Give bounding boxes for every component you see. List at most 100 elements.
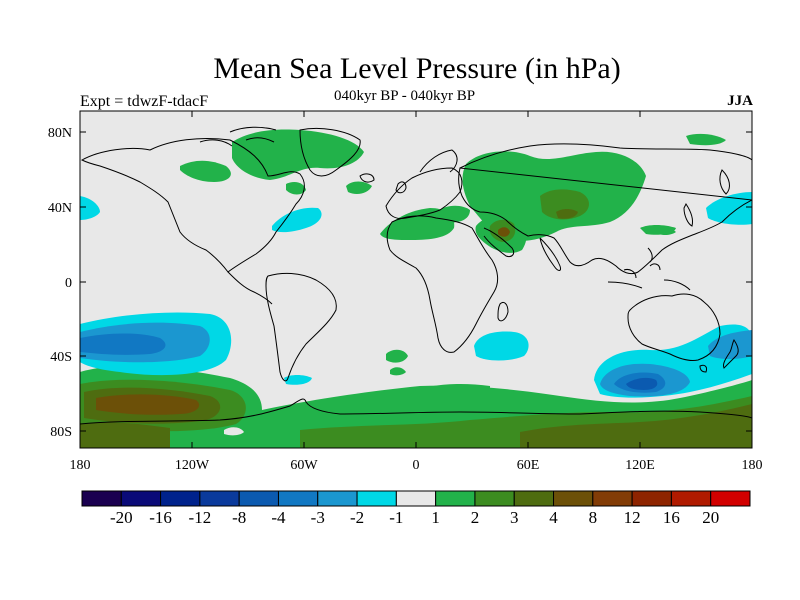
- colorbar-swatch: [592, 490, 633, 507]
- field-mid-atlantic-green-2: [390, 367, 406, 376]
- coast-arabia: [483, 227, 515, 257]
- coast-japan: [683, 203, 693, 227]
- coast-asia: [458, 143, 752, 275]
- colorbar-label: -3: [311, 508, 325, 527]
- colorbar-swatch: [670, 490, 712, 507]
- lat-ticks: [80, 131, 752, 432]
- colorbar-swatch: [553, 490, 594, 507]
- field-mid-atlantic-green: [386, 349, 408, 363]
- colorbar-swatch: [238, 490, 279, 507]
- lon-label: 120E: [625, 458, 655, 473]
- coast-antarctica: [80, 398, 752, 425]
- colorbar-swatch: [81, 490, 122, 507]
- field-hudson-green: [286, 182, 306, 195]
- coast-kamchatka: [719, 169, 730, 195]
- colorbar-swatch: [435, 490, 476, 507]
- lat-label: 40N: [48, 201, 72, 216]
- colorbar: -20 -16 -12 -8 -4 -3 -2 -1 1 2 3 4 8 12 16 20: [81, 490, 751, 527]
- field-canada-green: [180, 160, 231, 182]
- field-siberia-green: [686, 133, 726, 146]
- colorbar-swatch: [356, 490, 397, 507]
- colorbar-label: 8: [589, 508, 598, 527]
- field-pacific-midblue: [80, 333, 166, 355]
- period-label: 040kyr BP - 040kyr BP: [334, 88, 476, 104]
- field-norway-green: [346, 181, 372, 194]
- colorbar-label: -16: [149, 508, 172, 527]
- colorbar-swatch: [120, 490, 162, 507]
- colorbar-label: 1: [431, 508, 440, 527]
- pressure-field: [80, 129, 752, 448]
- coast-philippines: [647, 247, 653, 263]
- colorbar-label: 20: [702, 508, 719, 527]
- colorbar-label: -4: [271, 508, 286, 527]
- field-atlantic-cyan: [272, 207, 322, 233]
- coast-india: [539, 237, 561, 271]
- lat-label: 0: [65, 276, 72, 291]
- colorbar-swatch: [277, 490, 319, 507]
- colorbar-swatch: [160, 490, 201, 507]
- colorbar-label: -12: [189, 508, 212, 527]
- field-south-pacific-brown: [96, 394, 200, 415]
- colorbar-label: 3: [510, 508, 519, 527]
- field-south-africa-cyan: [474, 331, 529, 361]
- coast-madagascar: [497, 301, 509, 322]
- coast-australia: [627, 293, 721, 361]
- colorbar-label: 4: [549, 508, 558, 527]
- field-asia-olive: [556, 209, 578, 219]
- colorbar-label: 16: [663, 508, 680, 527]
- colorbar-swatch: [474, 490, 515, 507]
- coast-britain: [395, 181, 407, 194]
- field-antarctic-east-olive: [80, 422, 170, 448]
- lon-label: 180: [70, 458, 91, 473]
- lon-label: 120W: [175, 458, 210, 473]
- coast-europe: [385, 167, 463, 219]
- colorbar-swatch: [513, 490, 555, 507]
- colorbar-swatch: [395, 490, 437, 507]
- field-atlas-green: [436, 205, 470, 223]
- lat-label: 40S: [50, 350, 72, 365]
- colorbar-label: -20: [110, 508, 133, 527]
- field-greenland-green: [232, 129, 364, 180]
- field-arabia-brown: [498, 227, 510, 237]
- colorbar-label: -8: [232, 508, 246, 527]
- coast-iceland: [359, 173, 375, 183]
- lon-ticks: [79, 111, 753, 448]
- coast-north-america: [80, 138, 305, 273]
- field-patagonia-cyan: [284, 375, 312, 385]
- field-indian-darkblue: [626, 377, 658, 390]
- field-tasman-blue: [708, 330, 752, 359]
- colorbar-label: -2: [350, 508, 364, 527]
- coastlines: [80, 126, 752, 425]
- colorbar-swatch: [631, 490, 672, 507]
- field-west-pacific-cyan: [80, 196, 100, 220]
- lon-label: 60E: [517, 458, 540, 473]
- lat-label: 80S: [50, 425, 72, 440]
- coast-indonesia: [607, 263, 691, 291]
- field-south-white-patch: [224, 427, 244, 436]
- coast-tasmania: [699, 364, 707, 373]
- lat-label: 80N: [48, 126, 72, 141]
- colorbar-swatch: [710, 490, 751, 507]
- field-antarctic-green-bump: [412, 384, 490, 405]
- lon-label: 0: [413, 458, 420, 473]
- experiment-label: Expt = tdwzF-tdacF: [80, 93, 209, 110]
- coast-south-america: [265, 272, 337, 382]
- field-northeast-pacific-cyan: [706, 192, 752, 225]
- season-label: JJA: [727, 93, 753, 109]
- field-europe-green: [380, 208, 455, 240]
- lon-label: 60W: [290, 458, 318, 473]
- field-antarctic-olive: [520, 404, 752, 448]
- colorbar-label: -1: [389, 508, 403, 527]
- lon-label: 180: [742, 458, 763, 473]
- colorbar-label: 2: [471, 508, 480, 527]
- map-title: Mean Sea Level Pressure (in hPa): [213, 52, 621, 85]
- coast-scandinavia: [419, 149, 458, 173]
- colorbar-swatch: [317, 490, 358, 507]
- colorbar-label: 12: [624, 508, 641, 527]
- colorbar-swatch: [199, 490, 240, 507]
- coast-africa: [386, 215, 499, 353]
- coast-greenland: [299, 127, 361, 177]
- field-central-pacific-green: [656, 227, 676, 235]
- coast-arctic-islands: [199, 126, 277, 147]
